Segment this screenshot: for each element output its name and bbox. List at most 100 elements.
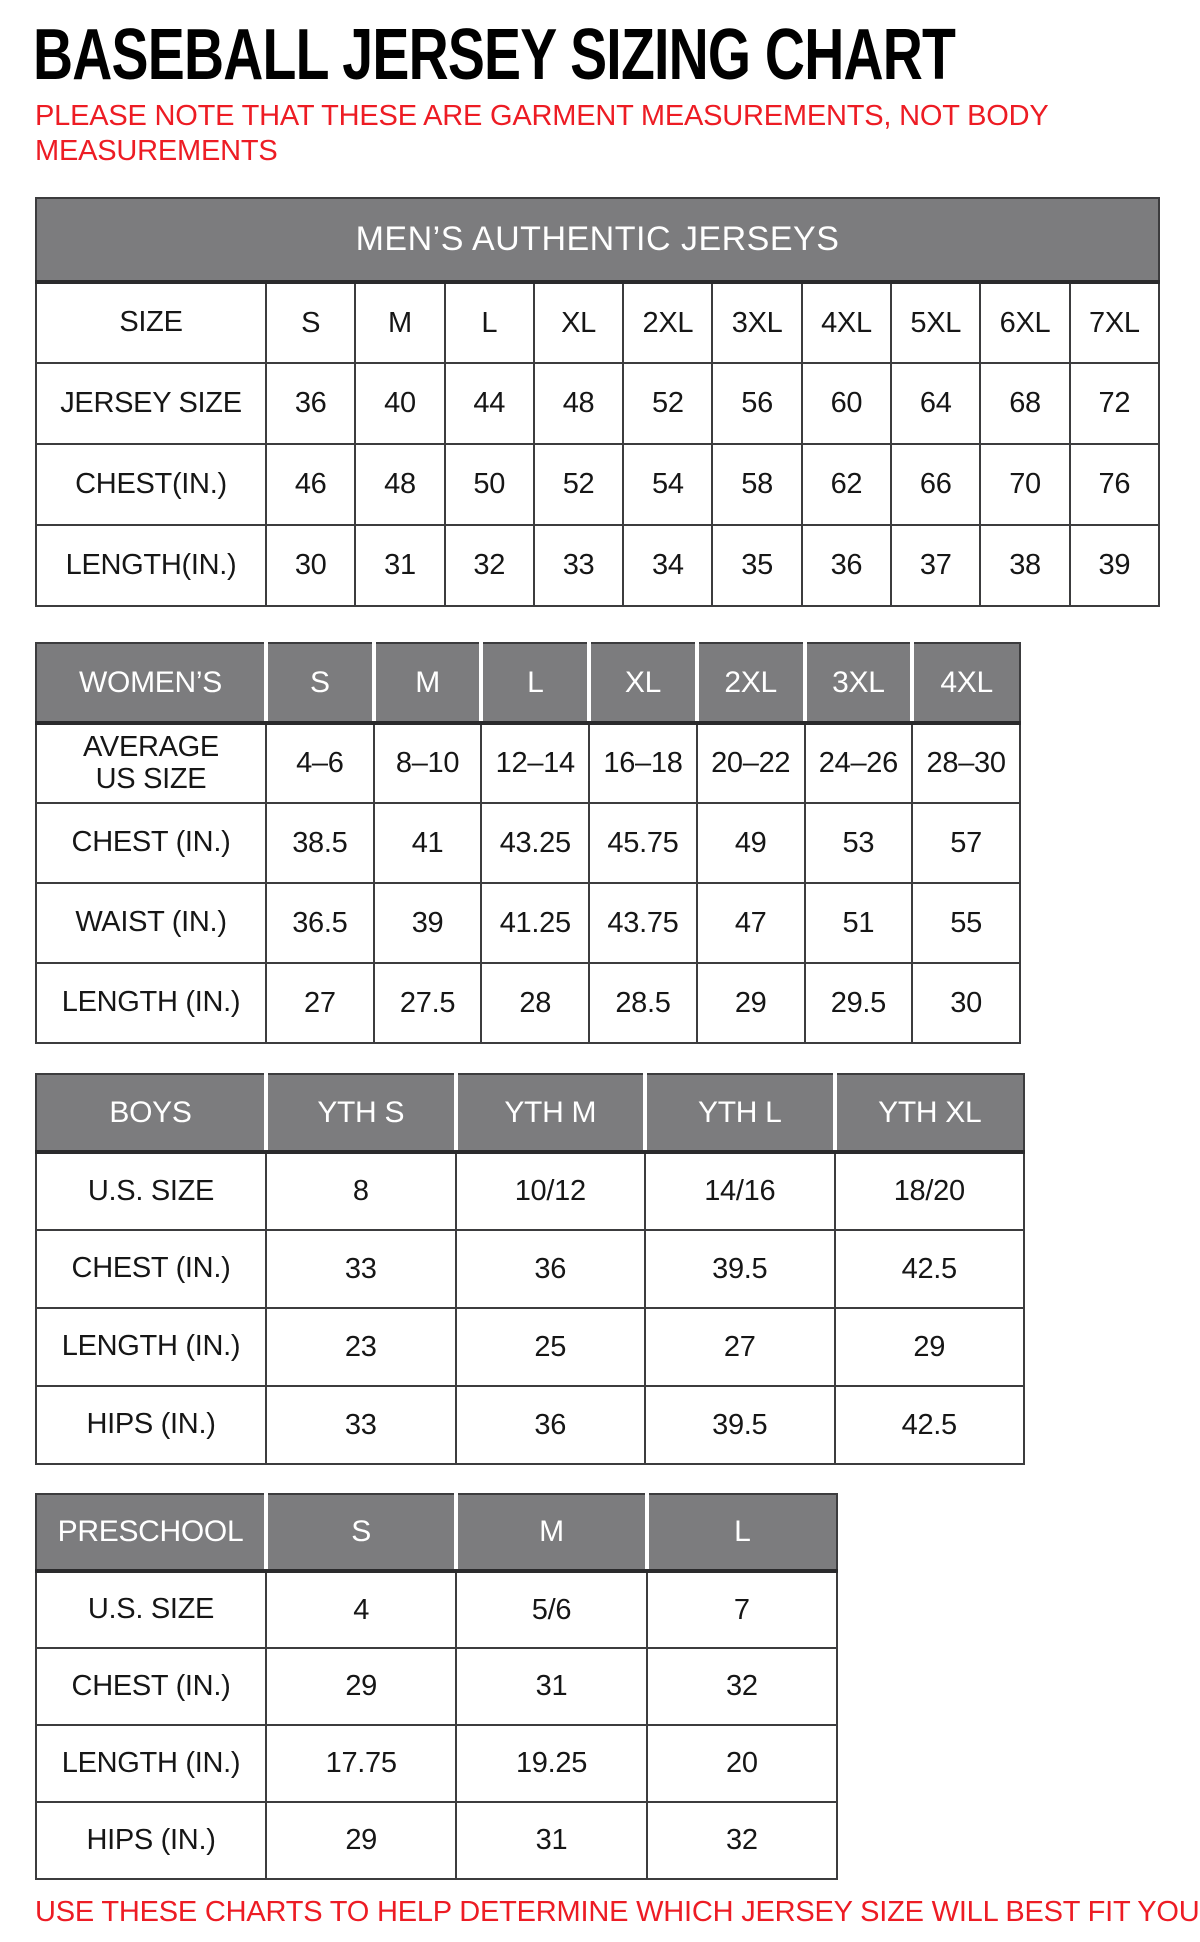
womens-cell: 29.5 [803,962,914,1044]
mens-cell: 48 [354,443,446,526]
mens-cell: 34 [622,524,714,607]
womens-header-cell: 2XL [694,642,807,725]
womens-cell: 28.5 [588,962,698,1044]
womens-cell: 43.25 [480,802,591,884]
mens-cell: 36 [264,362,357,445]
womens-row-label: CHEST (IN.) [35,802,267,884]
boys-cell: 39.5 [644,1229,836,1309]
table-row: WAIST (IN.) 36.5 39 41.25 43.75 47 51 55 [35,882,1021,964]
womens-cell: 12–14 [480,722,591,804]
boys-table: BOYS YTH S YTH M YTH L YTH XL U.S. SIZE 8 10/12… [35,1073,1025,1465]
mens-cell: 5XL [890,281,982,364]
womens-cell: 43.75 [588,882,698,964]
preschool-cell: 19.25 [455,1724,648,1803]
mens-banner-row: MEN’S AUTHENTIC JERSEYS [35,197,1160,284]
preschool-cell: 31 [455,1801,648,1880]
boys-cell: 33 [265,1385,457,1465]
boys-cell: 27 [644,1307,836,1387]
garment-measurements-note: PLEASE NOTE THAT THESE ARE GARMENT MEASU… [35,100,1048,168]
mens-cell: 46 [264,443,357,526]
boys-header-cell: YTH S [264,1073,458,1154]
preschool-cell: 29 [264,1801,458,1880]
table-row: HIPS (IN.) 33 36 39.5 42.5 [35,1385,1025,1465]
boys-cell: 8 [265,1151,457,1231]
preschool-cell: 29 [264,1647,458,1726]
mens-cell: 60 [800,362,893,445]
boys-header-cell: YTH M [453,1073,647,1154]
mens-row-label: CHEST(IN.) [35,443,267,526]
preschool-cell: 20 [645,1724,839,1803]
boys-row-label: U.S. SIZE [35,1151,267,1231]
boys-cell: 39.5 [644,1385,836,1465]
preschool-header-row: PRESCHOOL S M L [35,1493,839,1573]
womens-row-label: WAIST (IN.) [35,882,267,964]
table-row: U.S. SIZE 8 10/12 14/16 18/20 [35,1151,1025,1231]
mens-row-label: JERSEY SIZE [35,362,267,445]
mens-cell: 32 [443,524,535,607]
womens-cell: 51 [803,882,914,964]
preschool-row-label: HIPS (IN.) [35,1801,267,1880]
womens-cell: 4–6 [265,722,375,804]
preschool-row-label: CHEST (IN.) [35,1647,267,1726]
preschool-header-cell: L [644,1493,839,1573]
preschool-cell: 17.75 [264,1724,458,1803]
mens-cell: 62 [800,443,893,526]
mens-cell: 38 [979,524,1071,607]
mens-cell: 76 [1068,443,1161,526]
mens-cell: L [443,281,535,364]
boys-cell: 33 [265,1229,457,1309]
womens-cell: 57 [911,802,1021,884]
womens-row-label: LENGTH (IN.) [35,962,267,1044]
womens-cell: 41 [372,802,483,884]
mens-cell: 68 [979,362,1071,445]
preschool-cell: 32 [645,1801,839,1880]
boys-cell: 14/16 [644,1151,836,1231]
mens-cell: 54 [622,443,714,526]
womens-cell: 27 [265,962,375,1044]
mens-cell: 36 [800,524,893,607]
womens-header-row: WOMEN’S S M L XL 2XL 3XL 4XL [35,642,1021,725]
boys-header-cell: YTH XL [832,1073,1025,1154]
mens-cell: 72 [1068,362,1161,445]
womens-table: WOMEN’S S M L XL 2XL 3XL 4XL AVERAGE US SIZE 4–6 8… [35,642,1021,1044]
womens-cell: 38.5 [265,802,375,884]
preschool-cell: 7 [645,1570,839,1649]
womens-header-cell: S [264,642,376,725]
mens-cell: XL [532,281,625,364]
womens-header-label: WOMEN’S [35,642,268,725]
preschool-header-cell: S [263,1493,459,1573]
boys-cell: 42.5 [833,1385,1025,1465]
boys-cell: 23 [265,1307,457,1387]
table-row: HIPS (IN.) 29 31 32 [35,1801,839,1880]
mens-cell: 58 [711,443,803,526]
preschool-table: PRESCHOOL S M L U.S. SIZE 4 5/6 7 CHEST (IN.) 29 3… [35,1493,839,1880]
boys-cell: 29 [833,1307,1025,1387]
womens-cell: 29 [695,962,806,1044]
mens-cell: 7XL [1068,281,1161,364]
womens-cell: 53 [803,802,914,884]
preschool-row-label: LENGTH (IN.) [35,1724,267,1803]
mens-cell: 2XL [622,281,714,364]
boys-cell: 10/12 [454,1151,646,1231]
womens-header-cell: 4XL [910,642,1021,725]
table-row: U.S. SIZE 4 5/6 7 [35,1570,839,1649]
mens-cell: 50 [443,443,535,526]
mens-cell: 70 [979,443,1071,526]
boys-header-cell: YTH L [643,1073,837,1154]
table-row: AVERAGE US SIZE 4–6 8–10 12–14 16–18 20–22 24–… [35,722,1021,804]
boys-cell: 18/20 [833,1151,1025,1231]
preschool-cell: 4 [264,1570,458,1649]
boys-cell: 36 [454,1385,646,1465]
mens-cell: 48 [532,362,625,445]
womens-header-cell: L [479,642,592,725]
mens-cell: 6XL [979,281,1071,364]
womens-cell: 45.75 [588,802,698,884]
mens-cell: 35 [711,524,803,607]
table-row: CHEST (IN.) 29 31 32 [35,1647,839,1726]
mens-cell: 56 [711,362,803,445]
womens-row-label: AVERAGE US SIZE [35,722,267,804]
boys-row-label: LENGTH (IN.) [35,1307,267,1387]
preschool-cell: 5/6 [455,1570,648,1649]
womens-cell: 27.5 [372,962,483,1044]
table-row: CHEST (IN.) 33 36 39.5 42.5 [35,1229,1025,1309]
